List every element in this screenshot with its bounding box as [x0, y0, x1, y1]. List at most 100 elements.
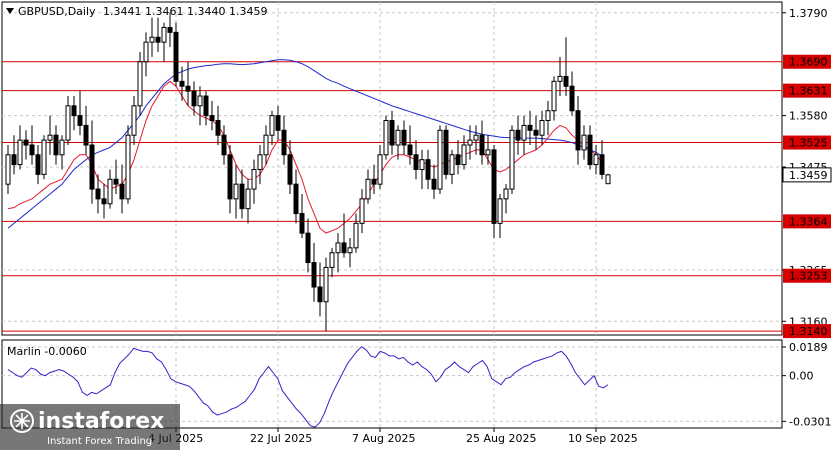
candle-body-bull: [383, 120, 389, 156]
candle: [479, 120, 485, 165]
candle: [17, 125, 23, 170]
moving-averages: [7, 59, 603, 234]
level-label-box: [783, 54, 831, 69]
candle-body-bear: [443, 129, 449, 175]
candle-body-bear: [239, 183, 245, 210]
candle-body-bear: [515, 129, 521, 141]
candle: [197, 86, 203, 126]
candle-body-bear: [203, 95, 209, 117]
candle-body-bear: [425, 159, 431, 180]
candle-body-bull: [461, 144, 467, 166]
candle: [35, 144, 41, 185]
candle-body-bull: [5, 154, 11, 185]
watermark-logo: instaforex Instant Forex Trading: [0, 404, 180, 450]
candle: [161, 22, 167, 62]
candle-body-bear: [293, 183, 299, 215]
candle: [557, 56, 563, 97]
candle-body-bear: [83, 124, 89, 146]
candle-body-bear: [185, 85, 191, 92]
candle-body-bear: [587, 134, 593, 166]
candle-body-bear: [113, 178, 119, 185]
candle: [137, 51, 143, 116]
level-lines: [2, 61, 782, 332]
candle-body-bear: [479, 134, 485, 156]
candle-body-bear: [35, 154, 41, 175]
candle-body-bull: [329, 252, 335, 268]
candle-body-bull: [125, 134, 131, 200]
current-price-box: [782, 167, 832, 183]
level-label-box: [783, 268, 831, 283]
candle-body-bull: [245, 188, 251, 210]
level-label: 1.3140: [789, 325, 828, 338]
candle-body-bear: [311, 262, 317, 288]
candle: [347, 238, 353, 268]
candle-body-bull: [377, 154, 383, 185]
candle: [47, 115, 53, 155]
candle-body-bull: [47, 134, 53, 141]
candle: [83, 105, 89, 155]
candle: [305, 218, 311, 273]
candle-body-bull: [149, 36, 155, 43]
candle-body-bull: [581, 134, 587, 151]
candle-body-bull: [497, 198, 503, 224]
candle: [53, 125, 59, 165]
level-label: 1.3525: [789, 137, 828, 150]
candle-body-bear: [371, 178, 377, 185]
candle-body-bull: [143, 41, 149, 63]
candle-body-bear: [401, 129, 407, 146]
candle-body-bear: [227, 154, 233, 200]
candle-body-bear: [413, 154, 419, 170]
candle-body-bull: [605, 174, 611, 185]
candle-body-bull: [323, 266, 329, 303]
candle: [203, 91, 209, 126]
candle: [245, 179, 251, 224]
candle-body-bear: [167, 26, 173, 33]
candle-body-bull: [107, 178, 113, 205]
candle-body-bull: [269, 115, 275, 136]
time-tick-label: 10 Sep 2025: [568, 432, 638, 445]
candle-body-bear: [299, 213, 305, 234]
candle-body-bear: [491, 149, 497, 224]
chart-header: GBPUSD,Daily 1.3441 1.3461 1.3440 1.3459: [6, 5, 267, 18]
candle: [455, 140, 461, 175]
candle: [311, 242, 317, 302]
candle: [185, 61, 191, 106]
osc-tick-label: 0.00: [789, 370, 814, 383]
candle-body-bull: [197, 95, 203, 107]
price-tick-label: 1.3790: [789, 7, 828, 20]
candle: [521, 115, 527, 155]
candle: [515, 115, 521, 155]
candle-body-bull: [359, 198, 365, 224]
candle: [371, 164, 377, 194]
candle: [155, 17, 161, 52]
candle: [575, 96, 581, 165]
candle: [167, 12, 173, 48]
ma-slow-line: [7, 59, 603, 229]
price-tick-label: 1.3580: [789, 110, 828, 123]
level-label-box: [783, 324, 831, 339]
candle: [179, 66, 185, 101]
candle-body-bear: [77, 115, 83, 126]
candle: [107, 169, 113, 209]
candle-body-bull: [251, 168, 257, 190]
candle-body-bear: [215, 120, 221, 136]
candle-body-bull: [353, 222, 359, 249]
candle: [437, 125, 443, 194]
candle: [587, 125, 593, 170]
candle: [551, 76, 557, 121]
candle: [593, 144, 599, 175]
candle-body-bull: [467, 139, 473, 146]
candle-body-bear: [599, 154, 605, 175]
candle-body-bear: [275, 115, 281, 131]
candle-body-bear: [95, 188, 101, 200]
candle-body-bear: [317, 286, 323, 303]
candle-body-bull: [365, 178, 371, 200]
oscillator-label: Marlin -0.0060: [7, 345, 87, 358]
candle: [221, 125, 227, 165]
candle: [581, 125, 587, 160]
candle-body-bull: [449, 154, 455, 175]
collapse-triangle-icon[interactable]: [6, 8, 14, 14]
candle: [377, 144, 383, 190]
symbol-label: GBPUSD,Daily: [18, 5, 96, 18]
